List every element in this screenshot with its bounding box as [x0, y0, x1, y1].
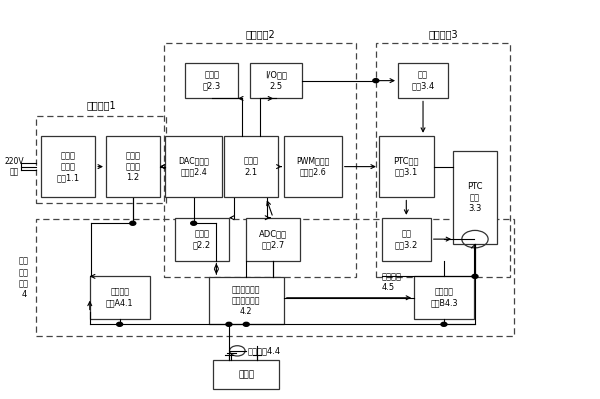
Text: PWM隔离输
出单元2.6: PWM隔离输 出单元2.6 — [296, 156, 330, 177]
Bar — [165, 136, 223, 198]
Bar — [382, 218, 431, 261]
Circle shape — [130, 221, 136, 225]
Bar — [209, 277, 284, 324]
Bar — [90, 277, 149, 319]
Bar — [164, 43, 356, 277]
Text: 220V
输入: 220V 输入 — [5, 156, 25, 177]
Text: 通信接
口2.3: 通信接 口2.3 — [202, 71, 221, 91]
Bar — [250, 63, 302, 99]
Bar — [41, 136, 95, 198]
Text: 输出切换
开关A4.1: 输出切换 开关A4.1 — [106, 288, 133, 308]
Circle shape — [116, 322, 122, 326]
Bar — [414, 277, 474, 319]
Text: 开关电
源模块
1.2: 开关电 源模块 1.2 — [125, 151, 140, 182]
Text: PTC
模块
3.3: PTC 模块 3.3 — [467, 182, 483, 213]
Text: 单片机
2.1: 单片机 2.1 — [244, 156, 259, 177]
Text: 主控模块2: 主控模块2 — [245, 29, 275, 39]
Bar — [379, 136, 434, 198]
Bar — [106, 136, 160, 198]
Text: 温度检测
4.5: 温度检测 4.5 — [382, 272, 402, 292]
Bar — [284, 136, 342, 198]
Text: 输入整
流滤波
电路1.1: 输入整 流滤波 电路1.1 — [57, 151, 80, 182]
Text: PTC驱动
模块3.1: PTC驱动 模块3.1 — [394, 156, 419, 177]
Circle shape — [472, 275, 478, 279]
Text: 人机界
面2.2: 人机界 面2.2 — [193, 229, 211, 249]
Bar — [185, 63, 238, 99]
Text: 散热
风机3.4: 散热 风机3.4 — [412, 71, 434, 91]
Bar — [376, 43, 510, 277]
Circle shape — [243, 322, 249, 326]
Text: 电池电压检测
电池反接检测
4.2: 电池电压检测 电池反接检测 4.2 — [232, 285, 260, 316]
Circle shape — [373, 79, 379, 83]
Text: I/O接口
2.5: I/O接口 2.5 — [265, 71, 287, 91]
Text: 功率
开关3.2: 功率 开关3.2 — [395, 229, 418, 249]
Bar — [224, 136, 278, 198]
Bar — [36, 219, 514, 336]
Text: DAC充电控
制单元2.4: DAC充电控 制单元2.4 — [178, 156, 209, 177]
Text: 电流检测4.4: 电流检测4.4 — [248, 346, 281, 356]
Bar — [398, 63, 448, 99]
Text: ADC测量
单元2.7: ADC测量 单元2.7 — [259, 229, 287, 249]
Text: 输出切换
开关B4.3: 输出切换 开关B4.3 — [430, 288, 458, 308]
Circle shape — [441, 322, 447, 326]
Text: 放电单元3: 放电单元3 — [428, 29, 458, 39]
Circle shape — [226, 322, 232, 326]
Bar — [246, 218, 300, 261]
Text: 蓄电池: 蓄电池 — [238, 370, 254, 379]
Bar — [36, 116, 166, 203]
Text: 充电单元1: 充电单元1 — [86, 101, 116, 111]
Text: 测量
控制
电路
4: 测量 控制 电路 4 — [19, 257, 29, 299]
Bar — [214, 360, 279, 389]
Bar — [175, 218, 229, 261]
Circle shape — [191, 221, 197, 225]
Bar — [452, 151, 497, 244]
